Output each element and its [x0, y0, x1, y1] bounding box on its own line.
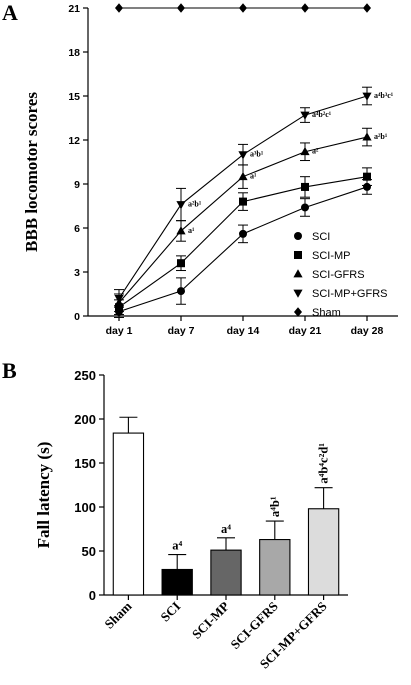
point-annotation: a²b¹ — [188, 200, 202, 209]
data-point — [300, 111, 310, 120]
legend-marker-sci-mp — [294, 251, 302, 259]
y-tick-label: 200 — [74, 412, 96, 427]
data-point — [363, 172, 371, 181]
data-point — [300, 146, 310, 156]
y-tick-label: 150 — [74, 456, 96, 471]
data-point — [362, 92, 372, 101]
data-point — [177, 259, 185, 268]
bar-annotation: a⁴ — [221, 522, 231, 536]
point-annotation: a⁴b³c¹ — [374, 91, 394, 100]
y-tick-label: 15 — [68, 91, 80, 103]
data-point — [362, 132, 372, 141]
data-point — [176, 226, 186, 235]
y-tick-label: 100 — [74, 500, 96, 515]
bar-sci-gfrs — [259, 539, 291, 596]
y-tick-label: 0 — [74, 311, 80, 323]
y-tick-label: 0 — [89, 588, 96, 603]
chart-b-bar: 0 50 100 150 200 250 Fall latency (s) Sham a⁴ SCI… — [34, 368, 348, 672]
bar-sci-mp-gfrs — [307, 508, 340, 596]
legend-label-sci-mp-gfrs: SCI-MP+GFRS — [312, 288, 387, 300]
y-tick-label: 18 — [68, 47, 80, 59]
data-point — [301, 3, 309, 13]
bar-sham — [112, 432, 145, 596]
y-axis-label: BBB locomotor scores — [22, 92, 41, 252]
y-tick-label: 6 — [74, 223, 80, 235]
data-point — [115, 3, 123, 13]
series-sci-gfrs: a¹ a¹ a² a²b¹ — [114, 127, 388, 313]
y-tick-label: 250 — [74, 368, 96, 383]
bar-annotation: a⁴ — [172, 539, 182, 553]
y-tick-label: 50 — [82, 544, 96, 559]
bar-sci-mp — [210, 549, 242, 596]
chart-a-line: 0 3 6 9 12 15 18 21 day 1 day 7 day 14 day 21 day 28… — [22, 3, 398, 337]
legend-label-sham: Sham — [312, 307, 341, 319]
legend-marker-sci-mp-gfrs — [293, 289, 303, 298]
data-point — [239, 197, 247, 206]
x-tick-label: day 7 — [168, 325, 195, 337]
x-tick-label: day 1 — [106, 325, 133, 337]
series-sci-mp-gfrs: a²b¹ a³b¹ a⁴b²c¹ a⁴b³c¹ — [114, 86, 394, 308]
x-tick-label: SCI — [157, 599, 183, 625]
data-point — [363, 182, 371, 191]
bar-annotation: a⁴b¹ — [268, 496, 282, 517]
legend-label-sci-mp: SCI-MP — [312, 250, 351, 262]
series-sham — [115, 3, 371, 13]
x-tick-label: day 14 — [227, 325, 260, 337]
legend-marker-sci-gfrs — [293, 269, 303, 278]
bar-sci — [161, 568, 193, 596]
point-annotation: a² — [312, 147, 319, 156]
y-tick-label: 21 — [68, 3, 80, 15]
y-tick-label: 3 — [74, 267, 80, 279]
x-tick-label: day 21 — [289, 325, 322, 337]
data-point — [238, 151, 248, 160]
legend-label-sci: SCI — [312, 231, 330, 243]
point-annotation: a³b¹ — [250, 150, 264, 159]
data-point — [301, 182, 309, 191]
legend-label-sci-gfrs: SCI-GFRS — [312, 269, 365, 281]
point-annotation: a²b¹ — [374, 132, 388, 141]
data-point — [177, 287, 185, 296]
y-tick-label: 9 — [74, 179, 80, 191]
legend-marker-sci — [294, 232, 302, 240]
data-point — [239, 229, 247, 238]
data-point — [363, 3, 371, 13]
x-tick-label: Sham — [101, 598, 134, 631]
point-annotation: a⁴b²c¹ — [312, 110, 332, 119]
panel-b-letter: B — [2, 358, 17, 383]
data-point — [301, 203, 309, 212]
x-tick-label: day 28 — [351, 325, 384, 337]
data-point — [177, 3, 185, 13]
point-annotation: a¹ — [188, 226, 195, 235]
panel-a-letter: A — [2, 0, 18, 25]
data-point — [176, 201, 186, 210]
data-point — [114, 295, 124, 304]
x-tick-label: SCI-MP — [189, 598, 232, 641]
legend-marker-sham — [294, 307, 302, 317]
point-annotation: a¹ — [250, 172, 257, 181]
data-point — [239, 3, 247, 13]
y-axis-label: Fall latency (s) — [34, 442, 53, 549]
bar-annotation: a⁴b⁴c²d¹ — [317, 443, 331, 484]
data-point — [238, 171, 248, 181]
y-tick-label: 12 — [68, 135, 80, 147]
